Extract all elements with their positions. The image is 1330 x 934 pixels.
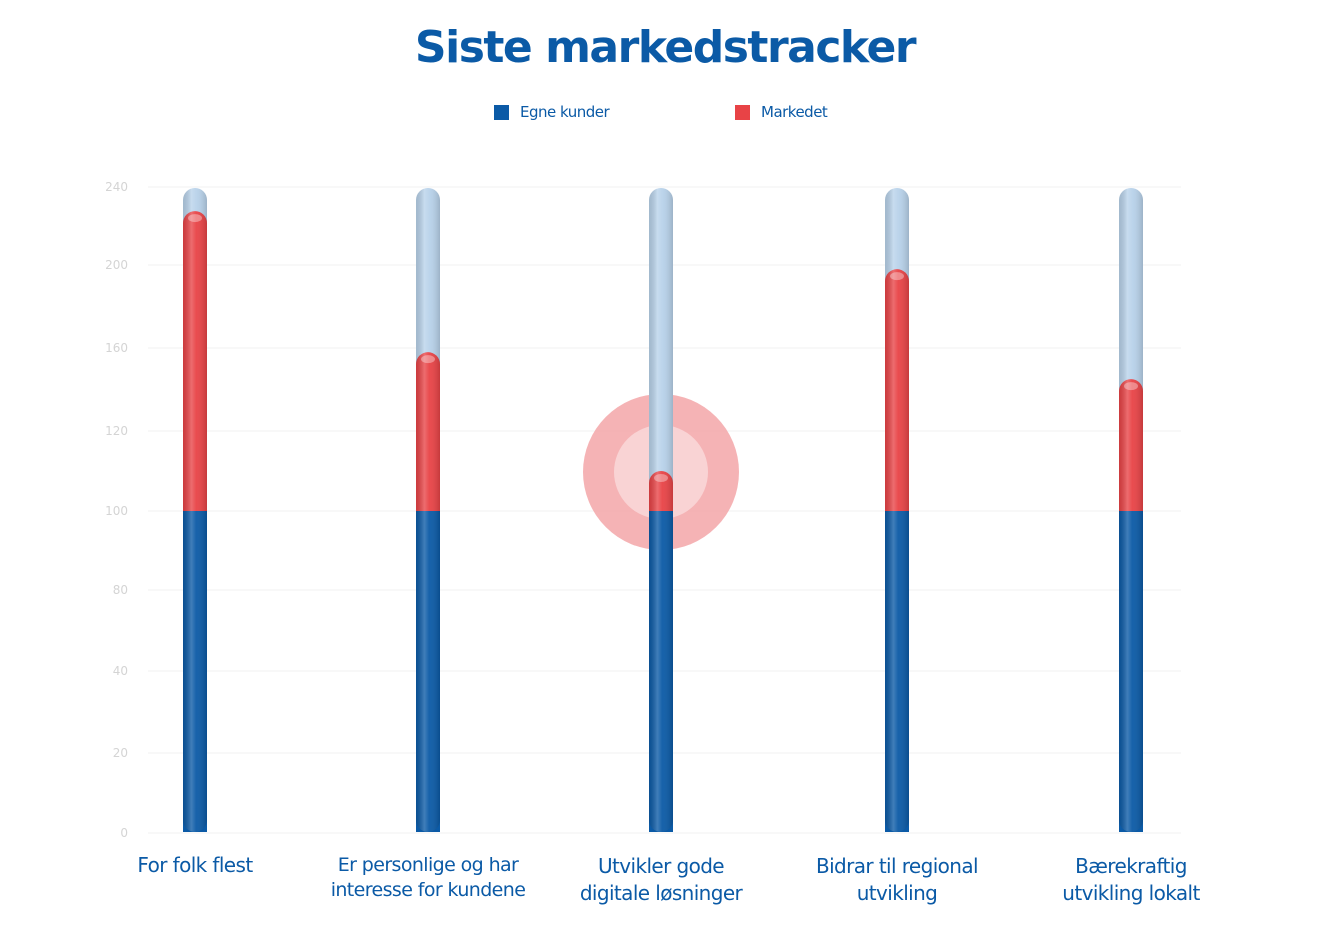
x-axis-label-1: Er personlige og har interesse for kunden… [308, 853, 548, 903]
y-tick-label-120: 120 [105, 424, 128, 438]
x-axis-label-line: Er personlige og har [337, 854, 519, 876]
y-tick-label-240: 240 [105, 180, 128, 194]
legend: Egne kunder Markedet [0, 103, 1330, 125]
x-axis-label-line: Bidrar til regional [815, 854, 979, 878]
market-cap-shine-1 [421, 355, 435, 364]
y-tick-label-0: 0 [120, 826, 128, 840]
x-axis-label-4: Bærekraftig utvikling lokalt [1011, 853, 1251, 907]
bar-gloss-3 [885, 188, 909, 832]
x-axis-label-2: Utvikler gode digitale løsninger [541, 853, 781, 907]
market-cap-shine-0 [188, 214, 202, 223]
x-axis-label-line: Utvikler gode [597, 854, 725, 878]
x-axis-label-line: For folk flest [137, 853, 253, 877]
bar-gloss-1 [416, 188, 440, 832]
legend-swatch-market [735, 104, 750, 120]
bar-gloss-2 [649, 188, 673, 832]
x-axis-label-line: Bærekraftig [1075, 854, 1187, 878]
market-cap-shine-2 [654, 474, 668, 482]
x-axis-label-line: interesse for kundene [330, 879, 526, 901]
market-cap-shine-3 [890, 272, 904, 281]
legend-item-market: Markedet [735, 103, 828, 121]
y-tick-label-20: 20 [113, 746, 128, 760]
bar-gloss-4 [1119, 188, 1143, 832]
bar-gloss-0 [183, 188, 207, 832]
x-axis-label-line: utvikling [856, 881, 938, 905]
x-axis-label-line: utvikling lokalt [1062, 881, 1200, 905]
market-cap-shine-4 [1124, 382, 1138, 391]
y-tick-label-40: 40 [113, 664, 128, 678]
y-tick-label-80: 80 [113, 583, 128, 597]
legend-label-market: Markedet [761, 103, 828, 121]
y-tick-label-200: 200 [105, 258, 128, 272]
page-title: Siste markedstracker [414, 22, 917, 73]
legend-item-own-customers: Egne kunder [494, 103, 610, 121]
y-tick-label-160: 160 [105, 341, 128, 355]
x-axis-label-3: Bidrar til regional utvikling [777, 853, 1017, 907]
legend-swatch-own-customers [494, 104, 509, 120]
x-axis-label-line: digitale løsninger [579, 881, 743, 905]
legend-label-own-customers: Egne kunder [520, 103, 610, 121]
x-axis-label-0: For folk flest [75, 852, 315, 879]
y-tick-label-100: 100 [105, 504, 128, 518]
